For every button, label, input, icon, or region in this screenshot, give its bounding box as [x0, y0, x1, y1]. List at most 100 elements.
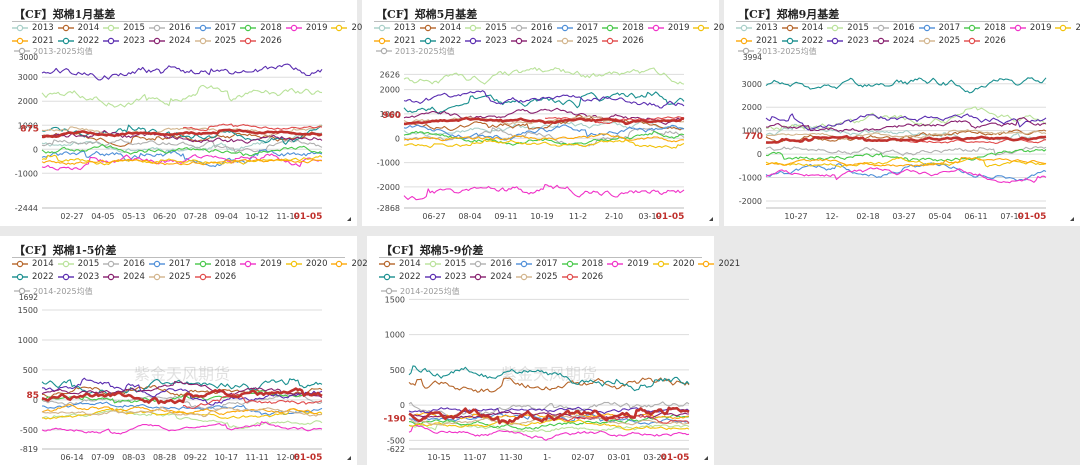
series-line-2017 — [403, 124, 685, 141]
legend-item-2016[interactable]: 2016 — [872, 23, 915, 33]
legend-item-2015[interactable]: 2015 — [827, 23, 869, 33]
legend-item-2021[interactable]: 2021 — [374, 36, 416, 46]
legend-item-2022[interactable]: 2022 — [12, 272, 54, 282]
current-date-label: 01-05 — [661, 453, 690, 463]
avg-legend[interactable]: 2013-2025均值 — [14, 46, 93, 56]
series-line-2021 — [41, 158, 323, 166]
legend-item-2025[interactable]: 2025 — [148, 272, 191, 282]
legend-label: 2026 — [581, 272, 604, 282]
legend-swatch — [918, 24, 935, 32]
legend-item-2019[interactable]: 2019 — [647, 23, 689, 33]
legend-item-2014[interactable]: 2014 — [12, 259, 54, 269]
legend-item-2021[interactable]: 2021 — [331, 259, 373, 269]
legend-item-2024[interactable]: 2024 — [103, 272, 145, 282]
avg-legend[interactable]: 2013-2025均值 — [376, 46, 455, 56]
legend-item-2023[interactable]: 2023 — [827, 36, 869, 46]
legend-item-2015[interactable]: 2015 — [57, 259, 99, 269]
legend-item-2017[interactable]: 2017 — [556, 23, 598, 33]
legend-swatch — [57, 273, 74, 281]
legend-item-2015[interactable]: 2015 — [424, 259, 466, 269]
x-tick-label: 02-27 — [60, 212, 83, 221]
legend-label: 2014 — [32, 259, 54, 269]
legend-label: 2022 — [77, 36, 100, 46]
legend-item-2026[interactable]: 2026 — [240, 36, 282, 46]
series-line-2026 — [182, 123, 323, 132]
x-tick-label: 09-22 — [184, 453, 207, 462]
chart-title: 【CF】郑棉1月基差 — [14, 8, 116, 21]
legend-item-2014[interactable]: 2014 — [57, 23, 99, 33]
legend-label: 2020 — [1075, 23, 1080, 33]
legend-item-2013[interactable]: 2013 — [12, 23, 54, 33]
y-tick-label: -2000 — [739, 197, 762, 206]
resize-handle[interactable] — [347, 217, 351, 221]
legend-item-2022[interactable]: 2022 — [57, 36, 100, 46]
legend-item-2018[interactable]: 2018 — [964, 23, 1006, 33]
y-tick-label: 3000 — [742, 80, 762, 89]
legend-item-2022[interactable]: 2022 — [781, 36, 823, 46]
legend-item-2026[interactable]: 2026 — [561, 272, 604, 282]
legend-item-2016[interactable]: 2016 — [148, 23, 191, 33]
legend-swatch — [194, 37, 211, 45]
legend-item-2021[interactable]: 2021 — [736, 36, 778, 46]
resize-handle[interactable] — [1070, 217, 1074, 221]
legend-item-2013[interactable]: 2013 — [736, 23, 778, 33]
legend-item-2019[interactable]: 2019 — [1009, 23, 1051, 33]
legend-item-2025[interactable]: 2025 — [556, 36, 598, 46]
legend-item-2023[interactable]: 2023 — [103, 36, 145, 46]
legend-item-2021[interactable]: 2021 — [12, 36, 54, 46]
legend-item-2026[interactable]: 2026 — [194, 272, 236, 282]
legend-item-2025[interactable]: 2025 — [194, 36, 236, 46]
legend-item-2017[interactable]: 2017 — [515, 259, 558, 269]
legend-item-2019[interactable]: 2019 — [285, 23, 327, 33]
legend-item-2013[interactable]: 2013 — [374, 23, 416, 33]
resize-handle[interactable] — [704, 456, 708, 460]
legend-item-2020[interactable]: 2020 — [652, 259, 694, 269]
legend-item-2018[interactable]: 2018 — [240, 23, 282, 33]
legend-item-2024[interactable]: 2024 — [148, 36, 191, 46]
legend-item-2019[interactable]: 2019 — [607, 259, 649, 269]
legend-item-2015[interactable]: 2015 — [103, 23, 145, 33]
avg-legend[interactable]: 2013-2025均值 — [738, 46, 817, 56]
legend-item-2016[interactable]: 2016 — [510, 23, 553, 33]
legend-item-2022[interactable]: 2022 — [379, 272, 421, 282]
legend-item-2019[interactable]: 2019 — [240, 259, 282, 269]
legend-item-2025[interactable]: 2025 — [918, 36, 960, 46]
y-tick-label: 2626 — [380, 70, 400, 79]
legend-item-2016[interactable]: 2016 — [470, 259, 512, 269]
legend-item-2014[interactable]: 2014 — [781, 23, 823, 33]
legend-item-2017[interactable]: 2017 — [148, 259, 191, 269]
legend-item-2017[interactable]: 2017 — [194, 23, 236, 33]
legend-item-2023[interactable]: 2023 — [465, 36, 507, 46]
avg-legend[interactable]: 2014-2025均值 — [14, 286, 93, 296]
legend-label: 2021 — [32, 36, 54, 46]
legend-item-2014[interactable]: 2014 — [379, 259, 421, 269]
legend-item-2023[interactable]: 2023 — [424, 272, 466, 282]
legend-item-2018[interactable]: 2018 — [561, 259, 603, 269]
legend-item-2021[interactable]: 2021 — [698, 259, 740, 269]
legend-item-2018[interactable]: 2018 — [602, 23, 644, 33]
avg-legend[interactable]: 2014-2025均值 — [381, 286, 460, 296]
legend-item-2024[interactable]: 2024 — [510, 36, 553, 46]
legend-label: 2026 — [984, 36, 1006, 46]
legend-item-2026[interactable]: 2026 — [964, 36, 1006, 46]
chart-panel-sep-basis: 【CF】郑棉9月基差 2013 2014 2015 2016 2017 2018 2019 2… — [724, 0, 1080, 226]
legend-label: 2017 — [535, 259, 558, 269]
legend-item-2018[interactable]: 2018 — [194, 259, 236, 269]
legend-item-2023[interactable]: 2023 — [57, 272, 99, 282]
legend-item-2024[interactable]: 2024 — [872, 36, 915, 46]
legend-item-2015[interactable]: 2015 — [465, 23, 507, 33]
legend-swatch — [872, 37, 889, 45]
resize-handle[interactable] — [347, 456, 351, 460]
legend-label: 2024 — [530, 36, 553, 46]
legend-item-2017[interactable]: 2017 — [918, 23, 960, 33]
legend-item-2020[interactable]: 2020 — [1055, 23, 1080, 33]
legend-item-2025[interactable]: 2025 — [515, 272, 558, 282]
legend-item-2016[interactable]: 2016 — [103, 259, 145, 269]
legend-item-2022[interactable]: 2022 — [419, 36, 461, 46]
legend-item-2024[interactable]: 2024 — [470, 272, 512, 282]
legend-item-2026[interactable]: 2026 — [602, 36, 644, 46]
avg-line — [408, 406, 690, 425]
resize-handle[interactable] — [709, 217, 713, 221]
legend-item-2020[interactable]: 2020 — [285, 259, 327, 269]
legend-item-2014[interactable]: 2014 — [419, 23, 461, 33]
